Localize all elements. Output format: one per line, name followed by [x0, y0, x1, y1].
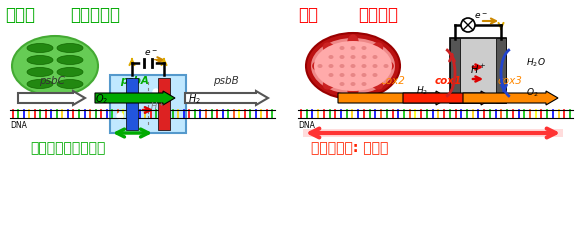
FancyBboxPatch shape — [303, 129, 563, 137]
Polygon shape — [18, 91, 85, 105]
Ellipse shape — [348, 83, 358, 97]
Text: psbC: psbC — [39, 76, 65, 86]
Ellipse shape — [350, 73, 356, 77]
Text: 修復コスト：小さい: 修復コスト：小さい — [30, 141, 105, 155]
Ellipse shape — [339, 46, 345, 50]
Text: psbA: psbA — [121, 76, 149, 86]
Text: cox2: cox2 — [381, 76, 405, 86]
Polygon shape — [403, 91, 493, 105]
Circle shape — [163, 96, 169, 102]
Text: 燃料電池: 燃料電池 — [358, 6, 398, 24]
Text: 光合成: 光合成 — [5, 6, 35, 24]
Polygon shape — [185, 91, 268, 105]
Ellipse shape — [57, 80, 83, 88]
Ellipse shape — [362, 55, 366, 59]
Text: psbB: psbB — [213, 76, 239, 86]
Text: $O_2$: $O_2$ — [95, 92, 108, 106]
Circle shape — [129, 89, 135, 95]
Ellipse shape — [57, 67, 83, 77]
Ellipse shape — [314, 41, 392, 91]
FancyBboxPatch shape — [460, 38, 496, 103]
Circle shape — [461, 18, 475, 32]
Ellipse shape — [350, 55, 356, 59]
Ellipse shape — [350, 82, 356, 86]
Text: $e^-$: $e^-$ — [144, 48, 158, 58]
Text: $H_2$: $H_2$ — [416, 85, 428, 97]
Ellipse shape — [57, 44, 83, 52]
Ellipse shape — [339, 73, 345, 77]
Ellipse shape — [379, 61, 393, 71]
Text: DNA: DNA — [10, 121, 27, 130]
Ellipse shape — [306, 33, 400, 99]
Ellipse shape — [27, 80, 53, 88]
Polygon shape — [95, 91, 175, 105]
Text: 修復コスト: 大きい: 修復コスト: 大きい — [311, 141, 388, 155]
FancyBboxPatch shape — [126, 78, 138, 130]
Ellipse shape — [324, 77, 336, 89]
Ellipse shape — [362, 82, 366, 86]
Polygon shape — [463, 91, 558, 105]
Text: cox3: cox3 — [498, 76, 522, 86]
Ellipse shape — [373, 64, 377, 68]
Text: $H_2O$: $H_2O$ — [526, 57, 546, 69]
Ellipse shape — [339, 55, 345, 59]
Text: $H^+$: $H^+$ — [470, 62, 486, 76]
Text: $e^-$: $e^-$ — [474, 11, 488, 21]
Ellipse shape — [384, 64, 388, 68]
Ellipse shape — [362, 73, 366, 77]
Circle shape — [117, 113, 123, 119]
Text: cox1: cox1 — [435, 76, 462, 86]
Ellipse shape — [373, 73, 377, 77]
Ellipse shape — [348, 35, 358, 49]
Ellipse shape — [370, 77, 383, 89]
Circle shape — [163, 113, 169, 119]
Ellipse shape — [324, 43, 336, 55]
Circle shape — [117, 96, 123, 102]
Ellipse shape — [362, 64, 366, 68]
Ellipse shape — [339, 64, 345, 68]
Ellipse shape — [329, 73, 333, 77]
Ellipse shape — [27, 44, 53, 52]
Ellipse shape — [27, 67, 53, 77]
Text: $H^+$: $H^+$ — [150, 100, 164, 112]
Text: DNA: DNA — [298, 121, 315, 130]
Ellipse shape — [311, 38, 395, 94]
Text: $H_2$: $H_2$ — [188, 92, 201, 106]
Ellipse shape — [373, 55, 377, 59]
Ellipse shape — [339, 82, 345, 86]
Ellipse shape — [362, 46, 366, 50]
Ellipse shape — [318, 64, 322, 68]
FancyBboxPatch shape — [450, 38, 460, 103]
Ellipse shape — [370, 43, 383, 55]
Ellipse shape — [57, 55, 83, 65]
FancyBboxPatch shape — [110, 75, 186, 133]
Polygon shape — [338, 91, 448, 105]
Text: 呼吸: 呼吸 — [298, 6, 318, 24]
Text: 人工光合成: 人工光合成 — [70, 6, 120, 24]
FancyBboxPatch shape — [450, 38, 506, 103]
Text: $O_2$: $O_2$ — [526, 87, 538, 99]
Ellipse shape — [12, 36, 98, 96]
FancyBboxPatch shape — [496, 38, 506, 103]
FancyBboxPatch shape — [158, 78, 170, 130]
Ellipse shape — [350, 46, 356, 50]
Circle shape — [153, 89, 159, 95]
Ellipse shape — [350, 64, 356, 68]
Ellipse shape — [329, 64, 333, 68]
Ellipse shape — [27, 55, 53, 65]
Ellipse shape — [313, 61, 327, 71]
Ellipse shape — [329, 55, 333, 59]
